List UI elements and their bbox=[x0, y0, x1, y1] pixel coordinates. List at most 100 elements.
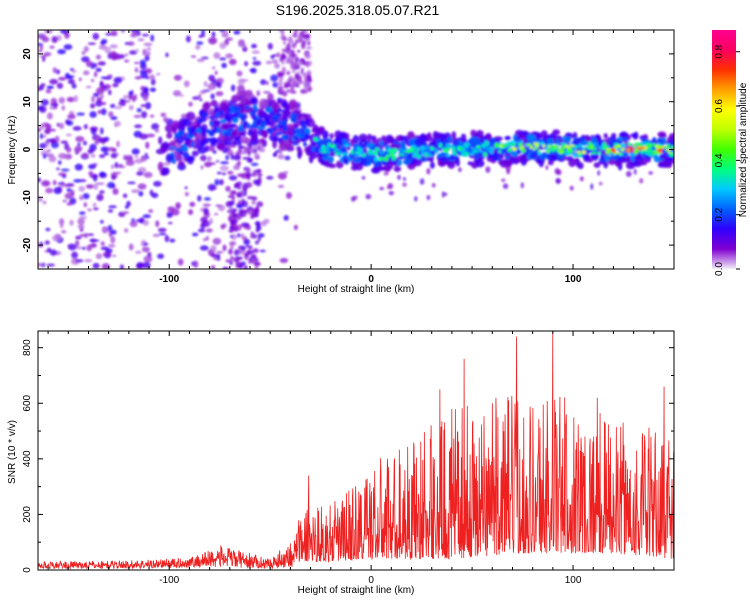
spectrogram-cell-460 bbox=[208, 74, 215, 82]
spectrogram-cell-2510 bbox=[426, 168, 431, 175]
spectrogram-cell-235 bbox=[270, 74, 279, 82]
spectrogram-cell-2468 bbox=[547, 144, 551, 148]
spectrogram-cell-134 bbox=[237, 251, 245, 256]
spectrogram-cell-446 bbox=[137, 183, 147, 190]
spectrogram-cell-583 bbox=[204, 161, 212, 168]
spectrogram-cell-2347 bbox=[390, 154, 395, 158]
spectrogram-cell-782 bbox=[257, 146, 261, 151]
spectrogram-cell-1909 bbox=[600, 153, 604, 157]
spectrogram-cell-2413 bbox=[483, 152, 488, 157]
spectrogram-cell-924 bbox=[288, 75, 293, 83]
spectrogram-cell-332 bbox=[216, 160, 220, 163]
spectrogram-cell-2428 bbox=[518, 142, 523, 146]
spectrogram-cell-2241 bbox=[581, 146, 586, 150]
spectrogram-cell-1765 bbox=[199, 140, 206, 147]
spectrogram-cell-2537 bbox=[414, 196, 418, 202]
spectrogram-cell-2003 bbox=[348, 151, 356, 159]
spectrogram-cell-788 bbox=[249, 147, 254, 154]
spectrogram-cell-871 bbox=[300, 58, 305, 64]
snr-y-tick-label-0: 0 bbox=[22, 567, 33, 573]
spectrogram-cell-251 bbox=[57, 182, 65, 185]
spectrogram-cell-215 bbox=[148, 209, 154, 213]
spectrogram-cell-1737 bbox=[253, 104, 258, 110]
colorbar-tick-label-4: 0.8 bbox=[714, 44, 725, 58]
spectrogram-cell-509 bbox=[107, 181, 115, 189]
snr-y-tick-label-1: 200 bbox=[22, 506, 33, 523]
snr-x-tick-label-0: -100 bbox=[159, 575, 179, 586]
spectrogram-cell-2367 bbox=[457, 146, 461, 152]
spectrogram-cell-2221 bbox=[398, 153, 405, 156]
spectrogram-cell-1637 bbox=[227, 128, 234, 132]
spectrogram-cell-1453 bbox=[475, 159, 485, 168]
spectrogram-cell-952 bbox=[286, 70, 291, 76]
spectrogram-cell-137 bbox=[164, 235, 170, 243]
spectrogram-cell-2531 bbox=[365, 193, 372, 200]
spectrogram-cell-568 bbox=[270, 55, 275, 59]
spectrogram-cell-2502 bbox=[383, 171, 389, 176]
spectrogram-cell-53 bbox=[219, 42, 227, 49]
spectrogram-cell-620 bbox=[42, 200, 47, 205]
spectrogram-cell-1972 bbox=[661, 137, 667, 145]
snr-y-tick-label-2: 400 bbox=[22, 450, 33, 467]
spectrogram-cell-162 bbox=[107, 224, 113, 232]
spectrogram-cell-529 bbox=[151, 123, 160, 130]
spectrogram-cell-2196 bbox=[327, 142, 331, 147]
spectrogram-cell-1295 bbox=[367, 133, 372, 142]
spectrogram-cell-1753 bbox=[298, 132, 305, 136]
spectrogram-cell-336 bbox=[104, 47, 111, 54]
spectrogram-cell-426 bbox=[79, 233, 86, 237]
spectrogram-cell-946 bbox=[281, 30, 285, 36]
spectrogram-cell-282 bbox=[129, 50, 138, 55]
spectrogram-cell-1151 bbox=[262, 129, 268, 139]
spectrogram-cell-322 bbox=[142, 48, 148, 56]
spectrogram-cell-2535 bbox=[648, 171, 653, 175]
spectrogram-cell-99 bbox=[208, 37, 218, 45]
spectrogram-cell-558 bbox=[139, 59, 146, 66]
spectrogram-cell-1404 bbox=[568, 158, 577, 167]
spectrogram-cell-590 bbox=[210, 254, 218, 258]
spectrogram-cell-449 bbox=[175, 202, 181, 210]
spectrogram-cell-12 bbox=[214, 70, 218, 75]
spectrogram-cell-256 bbox=[74, 163, 83, 171]
spectrogram-cell-397 bbox=[67, 79, 75, 85]
spectrogram-cell-521 bbox=[52, 235, 61, 242]
spectrogram-cell-328 bbox=[199, 98, 203, 102]
spectrogram-cell-2528 bbox=[555, 179, 562, 183]
spectrogram-cell-40 bbox=[260, 79, 267, 85]
spectrogram-cell-466 bbox=[83, 202, 88, 208]
colorbar: 0.0 0.2 0.4 0.6 0.8 Normalized spectral ampl… bbox=[712, 30, 749, 276]
spectrogram-cell-895 bbox=[287, 43, 291, 47]
spectrogram-cell-725 bbox=[253, 170, 257, 178]
spectrogram-cell-661 bbox=[100, 88, 109, 92]
spectrogram-cell-520 bbox=[100, 93, 104, 100]
spectrogram-cell-478 bbox=[225, 53, 234, 59]
spectrogram-cell-881 bbox=[291, 69, 296, 73]
spectrogram-cell-1763 bbox=[206, 130, 214, 134]
spectrogram-cell-1201 bbox=[178, 123, 186, 128]
spectrogram-cell-1642 bbox=[216, 112, 220, 119]
spectrogram-cell-943 bbox=[307, 41, 311, 45]
spectrogram-cell-2150 bbox=[447, 137, 453, 142]
spectrogram-cell-577 bbox=[145, 141, 150, 149]
spectrogram-cell-534 bbox=[123, 211, 129, 215]
spectrogram-cell-2375 bbox=[409, 148, 414, 153]
spectrogram-cell-799 bbox=[243, 253, 249, 258]
spectrogram-cell-1331 bbox=[351, 165, 358, 171]
spectrogram-cell-462 bbox=[209, 217, 214, 225]
spectrogram-cell-2240 bbox=[461, 153, 465, 156]
spectrogram-cell-899 bbox=[296, 39, 301, 43]
spectrogram-cell-294 bbox=[66, 188, 72, 193]
spectrogram-cell-310 bbox=[134, 61, 140, 65]
colorbar-tick-label-0: 0.0 bbox=[714, 262, 725, 276]
spectrogram-cell-671 bbox=[219, 165, 229, 172]
spectrogram-cell-182 bbox=[212, 237, 222, 245]
spectrogram-cell-1 bbox=[45, 89, 52, 94]
spectrogram-cell-414 bbox=[43, 52, 52, 57]
spectrogram-cell-559 bbox=[162, 162, 171, 166]
spectrogram-cell-1171 bbox=[288, 99, 298, 109]
spectrogram-cell-109 bbox=[92, 32, 100, 40]
spectrogram-cell-424 bbox=[188, 101, 193, 107]
spectrogram-cell-1915 bbox=[358, 139, 363, 146]
spectrogram-cell-142 bbox=[112, 83, 119, 88]
